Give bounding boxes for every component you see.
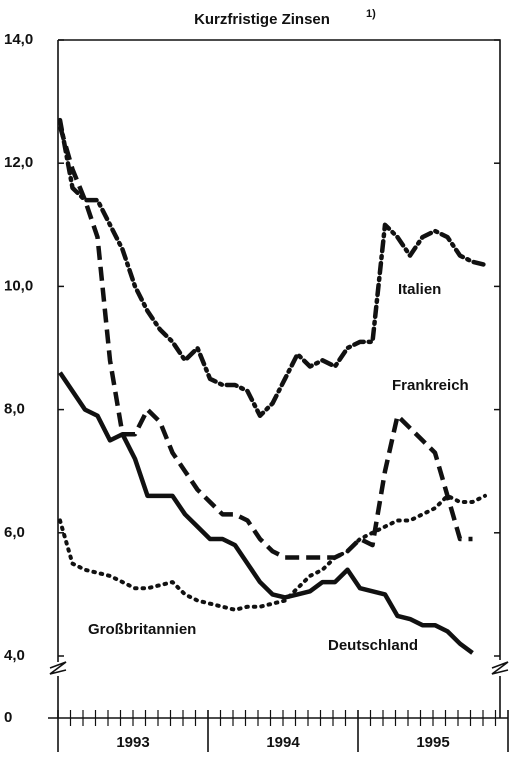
y-tick-label: 14,0 xyxy=(4,31,33,48)
y-tick-label: 0 xyxy=(4,709,12,726)
year-label: 1993 xyxy=(116,734,149,751)
y-tick-label: 4,0 xyxy=(4,647,25,664)
series-label: Frankreich xyxy=(392,377,469,394)
series-line xyxy=(57,117,488,419)
y-tick-label: 12,0 xyxy=(4,154,33,171)
series-line xyxy=(58,371,474,655)
chart-title: Kurzfristige Zinsen xyxy=(194,11,330,28)
axis-break xyxy=(49,661,509,675)
series-line xyxy=(58,493,487,612)
series-label: Großbritannien xyxy=(88,621,196,638)
y-tick-label: 10,0 xyxy=(4,277,33,294)
year-label: 1994 xyxy=(266,734,300,751)
title-note: 1) xyxy=(366,8,376,20)
y-tick-label: 8,0 xyxy=(4,401,25,418)
series-label: Italien xyxy=(398,281,441,298)
year-label: 1995 xyxy=(416,734,449,751)
series-label: Deutschland xyxy=(328,637,418,654)
y-tick-label: 6,0 xyxy=(4,524,25,541)
series-line xyxy=(57,125,473,560)
